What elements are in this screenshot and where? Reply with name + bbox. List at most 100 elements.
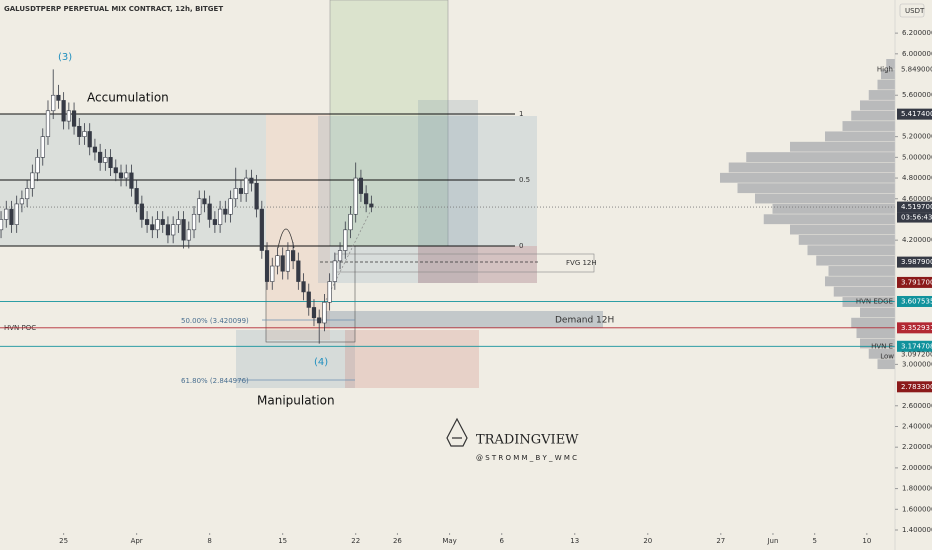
- price-label: 5.849000: [901, 65, 932, 73]
- x-tick-label: 26: [393, 537, 402, 545]
- candle-body: [306, 291, 311, 308]
- price-tag: Low: [880, 352, 894, 360]
- target-box: [329, 0, 449, 247]
- price-tag: HVN E: [871, 342, 893, 350]
- candle-body: [14, 203, 19, 225]
- x-tick-label: 13: [570, 537, 579, 545]
- price-tag: High: [877, 65, 893, 73]
- fib-618-label: 61.80% (2.844976): [181, 377, 249, 385]
- candle-body: [134, 188, 139, 205]
- candle-body: [45, 110, 51, 137]
- price-label: 3.987900: [901, 258, 932, 266]
- volume-bar: [877, 359, 895, 370]
- price-label: 3.352931: [901, 324, 932, 332]
- price-label-box: [897, 256, 932, 268]
- volume-bar: [833, 286, 895, 297]
- candle-body: [244, 177, 249, 194]
- candle-body: [264, 250, 270, 282]
- candle-body: [259, 208, 264, 251]
- candle-body: [92, 146, 98, 153]
- candle-body: [181, 219, 186, 241]
- y-tick-label: 3.000000: [902, 360, 932, 368]
- candle-body: [369, 203, 374, 208]
- candle-body: [275, 255, 280, 267]
- candle-body: [197, 198, 202, 215]
- demand-box: [325, 311, 603, 328]
- x-tick-label: 27: [716, 537, 725, 545]
- candle-body: [165, 224, 171, 236]
- candle-body: [61, 100, 66, 122]
- chart-title: GALUSDTPERP PERPETUAL MIX CONTRACT, 12h,…: [4, 5, 223, 13]
- price-tag: HVN EDGE: [856, 297, 893, 305]
- candle-body: [301, 281, 306, 293]
- candle-body: [25, 188, 30, 200]
- candle-body: [87, 131, 92, 148]
- candle-body: [270, 265, 275, 282]
- volume-bar: [816, 255, 895, 266]
- volume-bar: [851, 110, 895, 121]
- volume-bar: [868, 90, 895, 100]
- volume-bar: [860, 338, 895, 349]
- y-tick-label: 5.600000: [902, 91, 932, 99]
- volume-bar: [877, 79, 895, 90]
- x-tick-label: Jun: [766, 537, 778, 545]
- watermark-brand: TRADINGVIEW: [476, 433, 579, 448]
- candle-body: [176, 219, 181, 225]
- range-box: [266, 114, 330, 340]
- candle-body: [103, 157, 108, 163]
- candle-body: [51, 94, 56, 112]
- y-tick-label: 2.000000: [902, 464, 932, 472]
- volume-bar: [860, 307, 895, 318]
- x-tick-label: 6: [500, 537, 505, 545]
- volume-bar: [737, 183, 895, 194]
- stop-box: [418, 246, 537, 283]
- candle-body: [348, 213, 353, 231]
- price-label-box: [897, 381, 932, 393]
- candle-body: [343, 229, 348, 251]
- x-tick-label: May: [442, 537, 456, 545]
- candle-body: [212, 219, 217, 225]
- volume-bar: [860, 100, 895, 111]
- wave-label: (3): [58, 52, 72, 63]
- candle-body: [82, 131, 87, 137]
- candle-body: [171, 224, 176, 236]
- candle-body: [327, 281, 332, 303]
- y-tick-label: 4.800000: [902, 174, 932, 182]
- price-label: 3.097200: [901, 350, 932, 358]
- zone-box: [418, 100, 478, 283]
- y-tick-label: 4.600000: [902, 195, 932, 203]
- candle-body: [118, 172, 124, 179]
- candle-body: [150, 224, 155, 231]
- currency: USDT: [905, 7, 925, 15]
- candle-body: [155, 219, 160, 231]
- y-tick-label: 1.800000: [902, 485, 932, 493]
- y-tick-label: 2.600000: [902, 402, 932, 410]
- candle-body: [249, 177, 254, 184]
- candle-body: [291, 250, 296, 262]
- volume-bar: [755, 193, 895, 204]
- countdown: 03:56:43: [901, 214, 932, 222]
- y-tick-label: 2.400000: [902, 422, 932, 430]
- fib-50-label: 50.00% (3.420099): [181, 317, 249, 325]
- y-tick-label: 4.200000: [902, 236, 932, 244]
- price-label: 4.519700: [901, 203, 932, 211]
- candle-body: [66, 110, 71, 122]
- candle-body: [186, 229, 191, 241]
- volume-bar: [798, 234, 895, 245]
- candle-body: [71, 110, 77, 127]
- manipulation-label: Manipulation: [257, 394, 335, 408]
- candle-body: [30, 172, 35, 189]
- candle-body: [9, 208, 14, 225]
- candle-body: [202, 198, 207, 205]
- candle-body: [280, 255, 285, 272]
- fib-label: 1: [519, 110, 523, 118]
- volume-bar: [790, 141, 895, 152]
- candle-body: [19, 198, 25, 205]
- candle-body: [217, 208, 223, 225]
- price-label-box: [897, 201, 932, 213]
- y-tick-label: 6.200000: [902, 29, 932, 37]
- candle-body: [285, 250, 291, 272]
- candle-body: [207, 203, 212, 220]
